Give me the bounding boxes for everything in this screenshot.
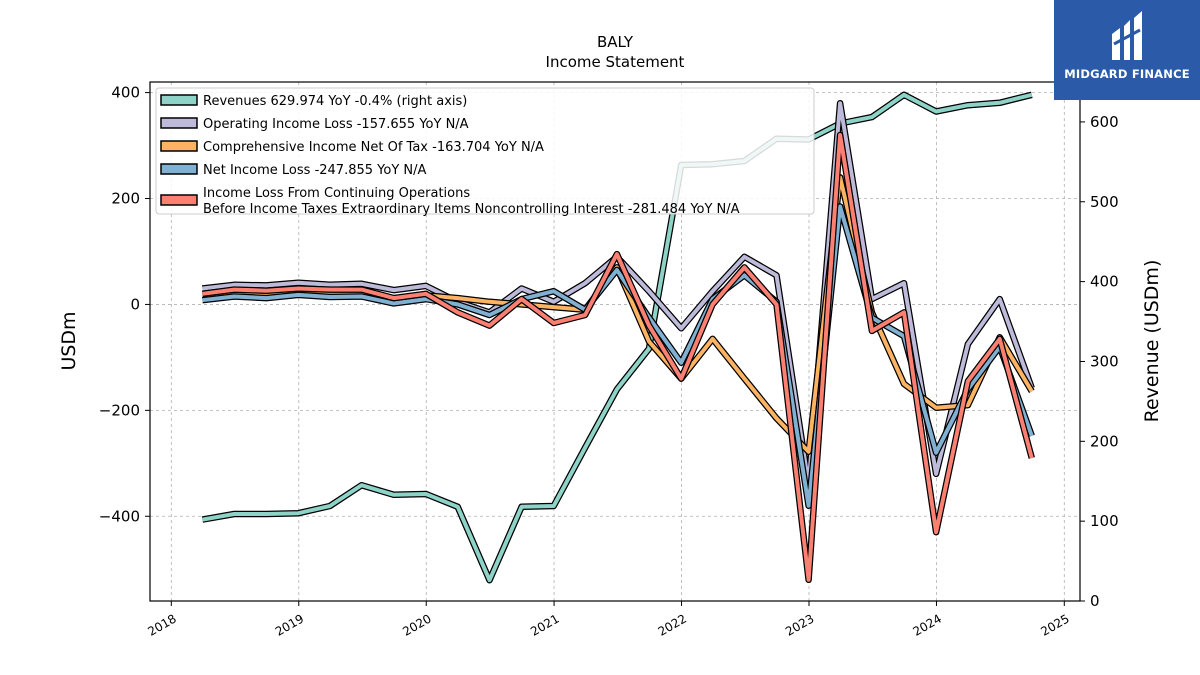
chart-title: BALY	[597, 33, 634, 51]
y-right-tick-label: 0	[1090, 592, 1100, 610]
y-left-tick-label: −400	[99, 507, 140, 525]
y-left-tick-label: −200	[99, 401, 140, 419]
series-revenues-yoy-right-axis	[201, 91, 1033, 584]
x-tick-label: 2020	[400, 611, 433, 638]
legend-box	[155, 87, 815, 215]
legend-label: Net Income Loss -247.855 YoY N/A	[203, 163, 426, 178]
legend-label: Comprehensive Income Net Of Tax -163.704…	[203, 140, 544, 155]
series-line	[202, 204, 1034, 508]
chart-subtitle: Income Statement	[546, 53, 685, 71]
legend-label: Revenues 629.974 YoY -0.4% (right axis)	[203, 94, 467, 109]
x-tick-label: 2021	[528, 611, 561, 638]
x-tick-label: 2022	[656, 611, 689, 638]
legend-swatch	[160, 94, 198, 106]
legend-label: Before Income Taxes Extraordinary Items …	[203, 202, 740, 217]
x-tick-label: 2025	[1038, 611, 1071, 638]
legend-swatch	[160, 163, 198, 175]
legend-swatch	[160, 194, 198, 206]
plot-frame	[149, 81, 1081, 602]
y-axis-label-left: USDm	[58, 311, 80, 370]
x-tick-label: 2019	[273, 611, 306, 638]
legend-label: Income Loss From Continuing Operations	[203, 186, 470, 201]
y-left-tick-label: 400	[111, 84, 140, 102]
y-left-tick-label: 200	[111, 190, 140, 208]
y-right-tick-label: 500	[1090, 193, 1119, 211]
y-right-tick-label: 300	[1090, 352, 1119, 370]
legend-label: Operating Income Loss -157.655 YoY N/A	[203, 117, 469, 132]
y-left-tick-label: 0	[130, 295, 140, 313]
midgard-logo: MIDGARD FINANCE	[1054, 0, 1200, 100]
series-line	[202, 92, 1033, 583]
x-tick-label: 2023	[783, 611, 816, 638]
series-income-loss-from-continuing-operations-b	[201, 131, 1035, 584]
logo-text: MIDGARD FINANCE	[1064, 67, 1190, 81]
series-lines	[201, 91, 1035, 584]
legend-swatch	[160, 117, 198, 129]
legend: Revenues 629.974 YoY -0.4% (right axis) O…	[155, 87, 815, 217]
x-tick-label: 2018	[145, 611, 178, 638]
y-right-tick-label: 600	[1090, 113, 1119, 131]
y-right-tick-label: 400	[1090, 273, 1119, 291]
y-right-tick-label: 100	[1090, 512, 1119, 530]
series-line	[202, 133, 1034, 582]
series-net-income-loss-yoy-n-a	[202, 203, 1035, 509]
midgard-logo-icon	[1112, 11, 1142, 60]
legend-swatch	[160, 140, 198, 152]
y-axis-label-right: Revenue (USDm)	[1141, 260, 1163, 423]
x-tick-label: 2024	[911, 611, 944, 638]
y-right-tick-label: 200	[1090, 432, 1119, 450]
